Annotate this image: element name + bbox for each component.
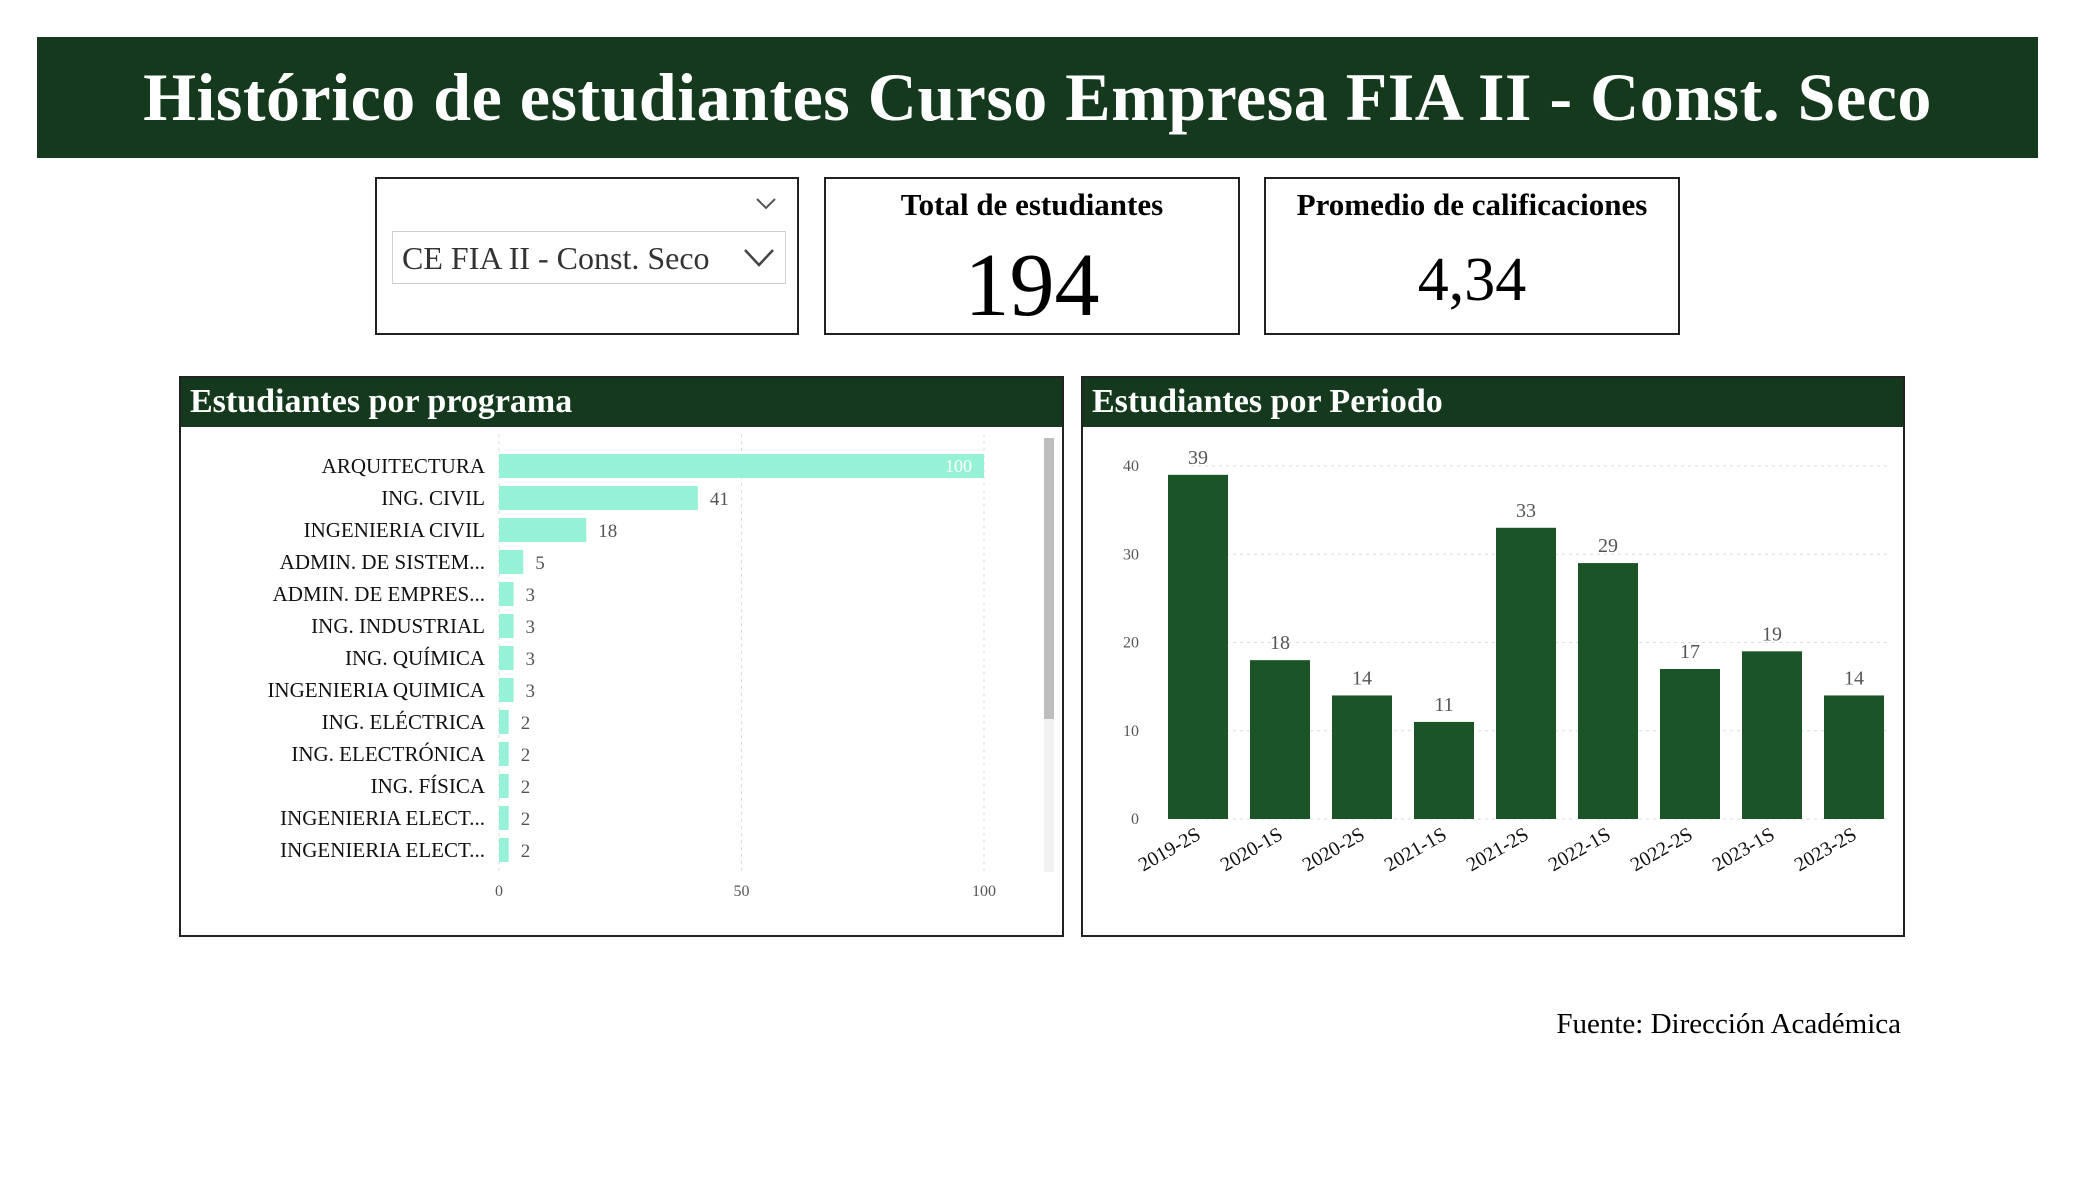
category-label: INGENIERIA ELECT... — [280, 806, 485, 830]
data-label: 3 — [526, 617, 536, 638]
data-label: 17 — [1680, 641, 1700, 663]
y-tick-label: 0 — [1131, 811, 1139, 828]
students-by-program-chart: 0 50 100 ARQUITECTURA 100 ING. CIVIL 41 INGENIE… — [267, 434, 996, 900]
bar — [499, 518, 587, 542]
bar — [499, 582, 514, 606]
slicer-selected-value: CE FIA II - Const. Seco — [402, 240, 710, 276]
bar — [1168, 474, 1228, 819]
title-banner: Histórico de estudiantes Curso Empresa F… — [37, 37, 2038, 158]
data-label: 41 — [710, 489, 729, 510]
x-tick-label: 2019-2S — [1135, 823, 1205, 876]
data-label: 11 — [1434, 694, 1453, 716]
x-tick-label: 0 — [495, 883, 503, 900]
data-label: 14 — [1352, 667, 1372, 689]
bar — [1824, 695, 1884, 819]
data-source-note: Fuente: Dirección Académica — [1556, 1008, 1901, 1040]
data-label: 2 — [521, 841, 531, 862]
data-label: 33 — [1516, 500, 1536, 522]
bar — [499, 454, 984, 478]
slicer-header — [407, 187, 781, 223]
data-label: 2 — [521, 745, 531, 766]
category-label: INGENIERIA QUIMICA — [267, 678, 485, 702]
bar — [1660, 668, 1720, 819]
bar — [1332, 695, 1392, 819]
data-label: 5 — [535, 553, 545, 574]
category-label: ING. FÍSICA — [371, 774, 486, 798]
bar — [499, 678, 514, 702]
chart-scrollbar-thumb[interactable] — [1044, 438, 1054, 719]
bar — [499, 838, 509, 862]
bar — [1496, 527, 1556, 819]
bar — [1742, 651, 1802, 819]
data-label: 100 — [945, 456, 972, 476]
bar — [499, 550, 524, 574]
students-by-period-chart: 0 10 20 30 40 39 2019-2S 18 2020-1S 14 2020-2S 11 20… — [1123, 447, 1891, 876]
x-tick-label: 2022-1S — [1545, 823, 1615, 876]
category-label: ING. ELECTRÓNICA — [291, 742, 485, 766]
data-label: 3 — [526, 681, 536, 702]
bar — [499, 614, 514, 638]
x-tick-label: 2023-1S — [1709, 823, 1779, 876]
data-label: 18 — [1270, 632, 1290, 654]
bar — [1578, 563, 1638, 819]
data-label: 2 — [521, 777, 531, 798]
x-tick-label: 2022-2S — [1627, 823, 1697, 876]
category-label: ING. INDUSTRIAL — [311, 614, 485, 638]
panel-title: Estudiantes por Periodo — [1092, 383, 1443, 420]
program-slicer[interactable]: CE FIA II - Const. Seco — [375, 177, 799, 335]
total-students-label: Total de estudiantes — [900, 187, 1164, 222]
data-label: 3 — [526, 649, 536, 670]
category-label: ING. CIVIL — [381, 486, 485, 510]
x-tick-label: 2021-2S — [1463, 823, 1533, 876]
bar — [499, 646, 514, 670]
data-label: 39 — [1188, 447, 1208, 469]
x-tick-label: 2020-2S — [1299, 823, 1369, 876]
category-label: ADMIN. DE EMPRES... — [273, 582, 485, 606]
average-grade-value: 4,34 — [1417, 246, 1527, 314]
category-label: INGENIERIA CIVIL — [304, 518, 485, 542]
total-students-value: 194 — [964, 236, 1100, 335]
total-students-card: Total de estudiantes 194 — [824, 177, 1240, 335]
x-tick-label: 2020-1S — [1217, 823, 1287, 876]
panel-title: Estudiantes por programa — [190, 383, 573, 420]
x-tick-label: 2021-1S — [1381, 823, 1451, 876]
y-tick-label: 30 — [1123, 546, 1139, 563]
category-label: ARQUITECTURA — [322, 454, 486, 478]
data-label: 14 — [1844, 667, 1864, 689]
bar — [1414, 721, 1474, 819]
bar — [499, 486, 698, 510]
page-title: Histórico de estudiantes Curso Empresa F… — [143, 59, 1932, 135]
data-label: 19 — [1762, 623, 1782, 645]
x-tick-label: 100 — [972, 883, 996, 900]
average-grade-card: Promedio de calificaciones 4,34 — [1264, 177, 1680, 335]
x-tick-label: 50 — [734, 883, 750, 900]
data-label: 3 — [526, 585, 536, 606]
y-tick-label: 40 — [1123, 458, 1139, 475]
panel-header: Estudiantes por Periodo — [1083, 378, 1903, 427]
category-label: ADMIN. DE SISTEM... — [280, 550, 485, 574]
chevron-down-icon — [744, 249, 774, 267]
y-tick-label: 10 — [1123, 723, 1139, 740]
data-label: 2 — [521, 809, 531, 830]
chevron-down-icon[interactable] — [755, 197, 777, 211]
category-label: INGENIERIA ELECT... — [280, 838, 485, 862]
panel-header: Estudiantes por programa — [181, 378, 1062, 427]
x-tick-label: 2023-2S — [1791, 823, 1861, 876]
data-label: 18 — [598, 521, 617, 542]
category-label: ING. QUÍMICA — [345, 646, 486, 670]
data-label: 29 — [1598, 535, 1618, 557]
y-tick-label: 20 — [1123, 635, 1139, 652]
slicer-dropdown[interactable]: CE FIA II - Const. Seco — [392, 231, 786, 284]
data-label: 2 — [521, 713, 531, 734]
bar — [499, 774, 509, 798]
category-label: ING. ELÉCTRICA — [322, 710, 486, 734]
bar — [1250, 660, 1310, 819]
average-grade-label: Promedio de calificaciones — [1296, 187, 1648, 222]
bar — [499, 806, 509, 830]
bar — [499, 710, 509, 734]
bar — [499, 742, 509, 766]
